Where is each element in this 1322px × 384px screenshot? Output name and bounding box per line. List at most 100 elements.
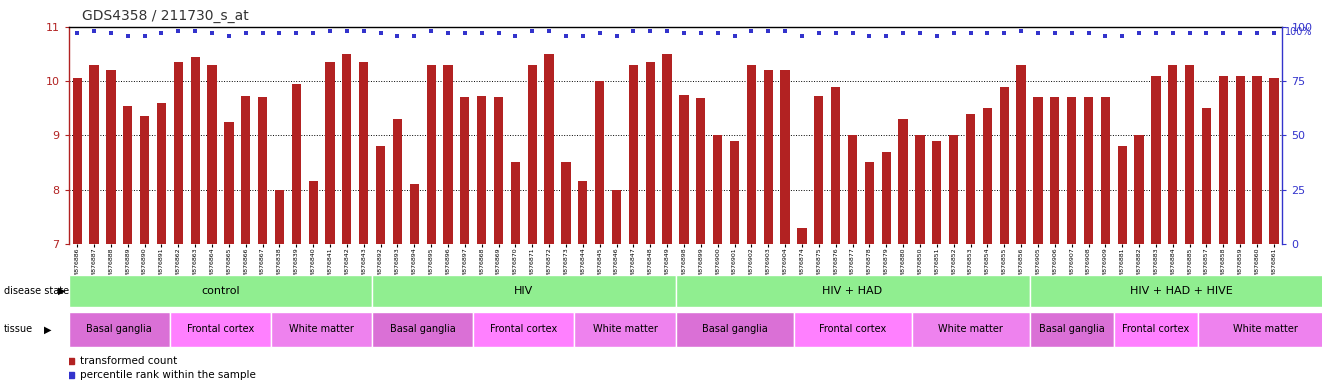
Point [960,30,981,36]
Bar [427,65,436,244]
Point [218,33,239,39]
Point [455,30,476,36]
Point [910,30,931,36]
Bar [713,136,722,244]
Text: disease state: disease state [4,286,69,296]
Point [253,30,274,36]
Bar [373,312,473,347]
Bar [510,162,520,244]
Point [538,28,559,34]
Bar [1236,76,1245,244]
Text: Basal ganglia: Basal ganglia [390,324,456,334]
Point [1179,30,1200,36]
Bar [1101,98,1110,244]
Bar [1030,275,1322,306]
Bar [157,103,167,244]
Bar [271,312,373,347]
Bar [208,65,217,244]
Point [994,30,1015,36]
Point [505,33,526,39]
Point [1044,30,1066,36]
Bar [527,65,537,244]
Point [100,30,122,36]
Point [673,30,694,36]
Point [640,28,661,34]
Point [1229,30,1251,36]
Point [605,33,627,39]
Point [83,28,104,34]
Point [268,30,290,36]
Bar [562,162,571,244]
Bar [1169,65,1178,244]
Bar [882,152,891,244]
Point [943,30,964,36]
Bar [1134,136,1144,244]
Bar [460,98,469,244]
Bar [697,98,706,244]
Text: White matter: White matter [1233,324,1298,334]
Point [808,30,829,36]
Bar [545,54,554,244]
Bar [275,190,284,244]
Text: ▶: ▶ [44,324,52,334]
Bar [612,190,621,244]
Bar [1151,76,1161,244]
Bar [241,96,250,244]
Bar [899,119,908,244]
Bar [292,84,301,244]
Bar [373,275,676,306]
Bar [73,78,82,244]
Point [875,33,896,39]
Point [758,28,779,34]
Text: White matter: White matter [592,324,657,334]
Bar [325,62,334,244]
Point [403,33,424,39]
Point [842,30,863,36]
Point [1112,33,1133,39]
Point [1212,30,1233,36]
Bar [1034,98,1043,244]
Point [775,28,796,34]
Bar [1017,65,1026,244]
Point [657,28,678,34]
Bar [190,57,200,244]
Point [977,30,998,36]
Point [353,28,374,34]
Bar [473,312,575,347]
Point [892,30,914,36]
Text: control: control [201,286,239,296]
Text: 100%: 100% [1285,27,1313,37]
Text: HIV + HAD: HIV + HAD [822,286,883,296]
Text: percentile rank within the sample: percentile rank within the sample [81,370,256,380]
Text: HIV: HIV [514,286,534,296]
Bar [932,141,941,244]
Point [370,30,391,36]
Bar [730,141,739,244]
Text: White matter: White matter [939,324,1003,334]
Point [825,30,846,36]
Point [792,33,813,39]
Point [1247,30,1268,36]
Text: Basal ganglia: Basal ganglia [702,324,767,334]
Point [1062,30,1083,36]
Text: White matter: White matter [290,324,354,334]
Point [168,28,189,34]
Point [572,33,594,39]
Bar [173,62,182,244]
Bar [1067,98,1076,244]
Bar [443,65,452,244]
Bar [645,62,654,244]
Bar [915,136,924,244]
Bar [764,70,773,244]
Point [690,30,711,36]
Point [555,33,576,39]
Text: Frontal cortex: Frontal cortex [490,324,558,334]
Bar [360,62,369,244]
Bar [680,95,689,244]
Bar [225,122,234,244]
Bar [832,86,841,244]
Bar [1113,312,1198,347]
Bar [494,98,504,244]
Text: ▶: ▶ [58,286,66,296]
Bar [123,106,132,244]
